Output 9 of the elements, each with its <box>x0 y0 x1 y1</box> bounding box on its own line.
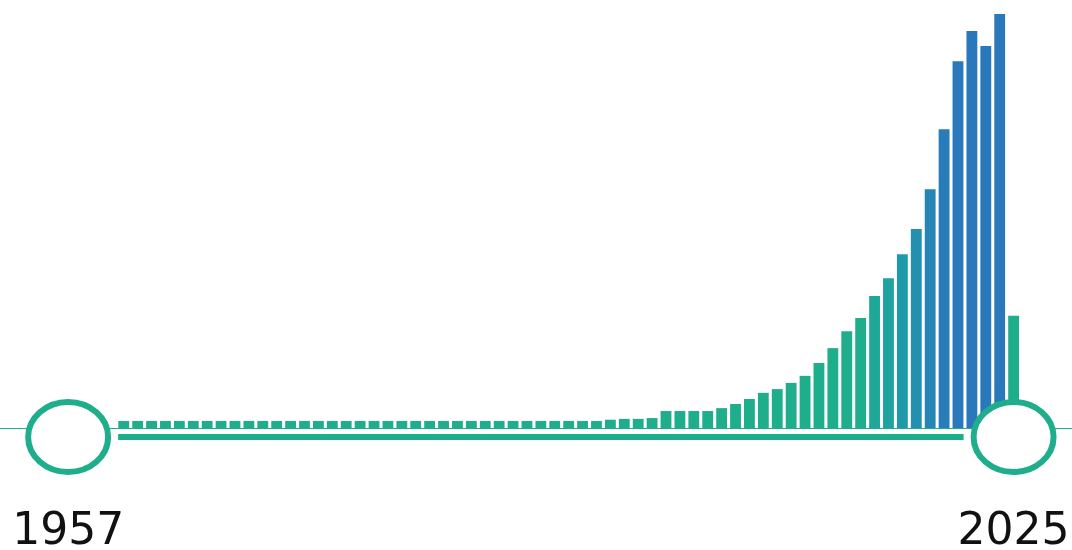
x-tick-label: 1957 <box>12 502 125 550</box>
bar <box>966 31 978 428</box>
bar <box>896 254 908 428</box>
bar <box>883 278 894 428</box>
bar <box>910 228 922 428</box>
x-tick-label: 2025 <box>957 502 1070 550</box>
bar <box>952 61 964 428</box>
bar <box>924 189 936 428</box>
bar <box>938 129 950 428</box>
